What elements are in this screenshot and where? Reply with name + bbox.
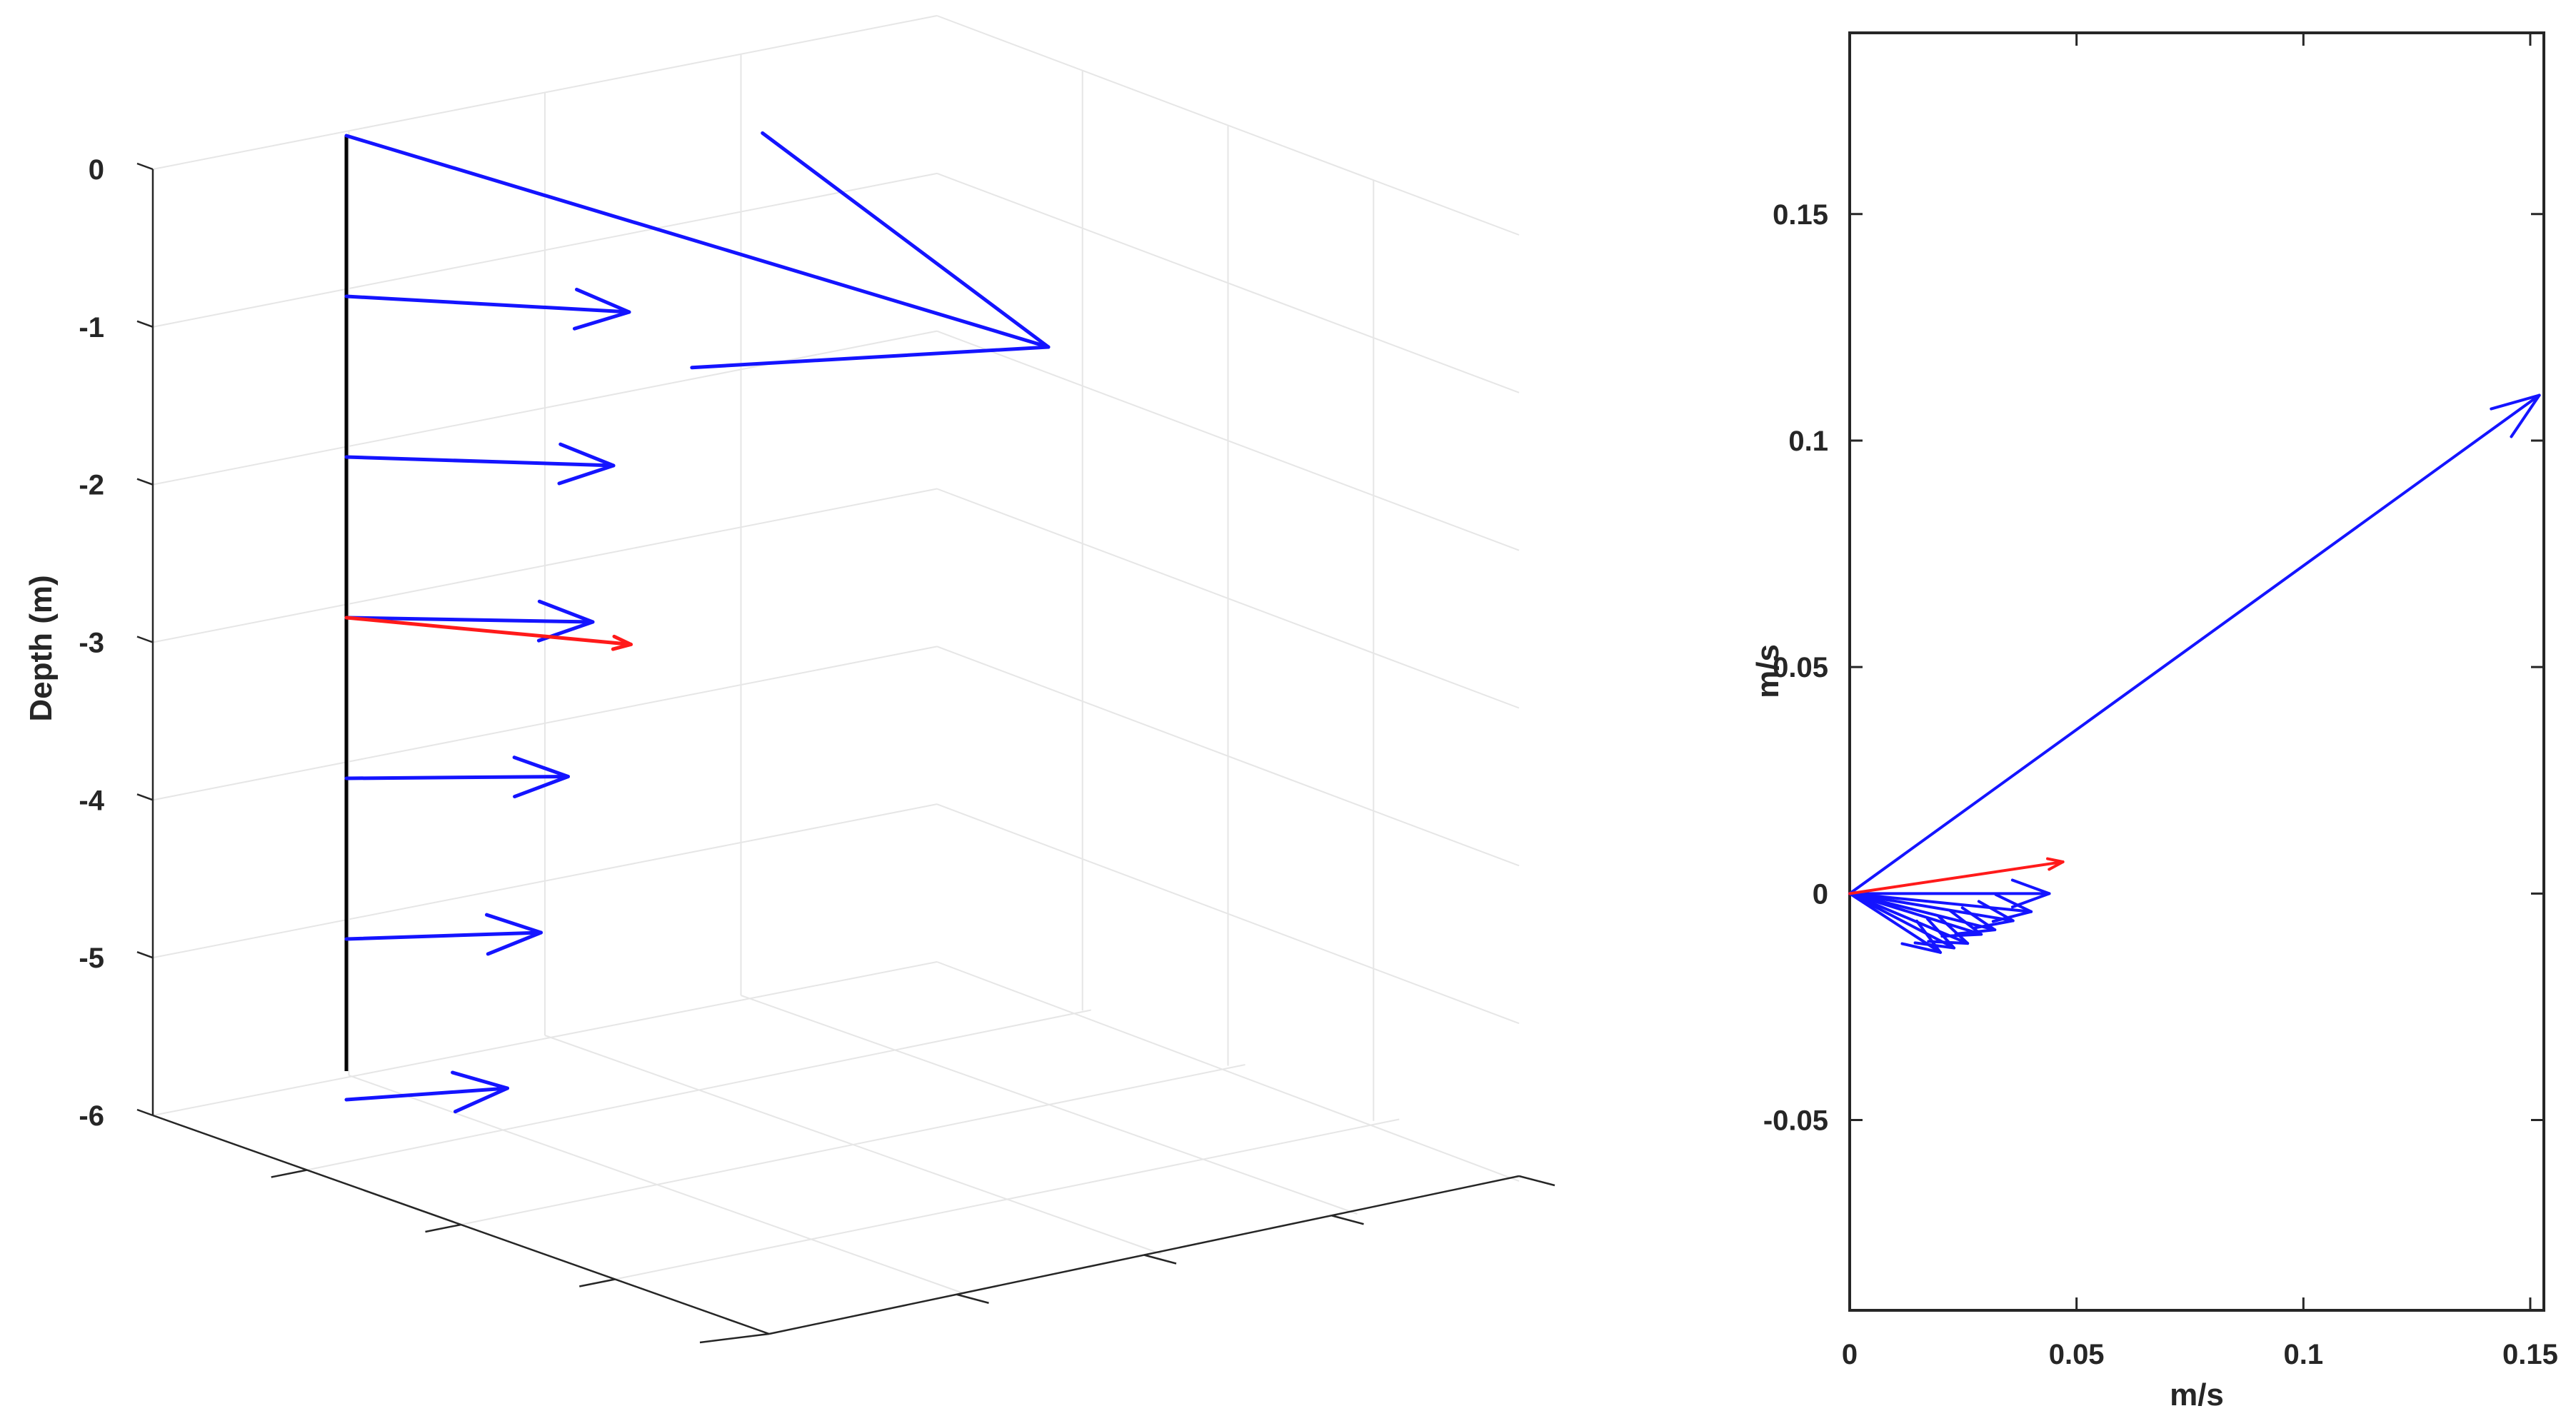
y-tick-mark (1143, 1254, 1177, 1265)
gridline-floor-b (461, 1064, 1246, 1225)
y-tick-labels: -0.05 0 0.05 0.1 0.15 (1763, 199, 1828, 1137)
mean-velocity-arrowhead (611, 634, 633, 651)
y-tick-label: 0.05 (1773, 652, 1828, 683)
z-tick-mark (136, 478, 154, 486)
y-tick-label: -0.05 (1763, 1105, 1828, 1137)
velocity-vector (344, 616, 595, 624)
x-tick-mark (271, 1169, 307, 1178)
z-tick-label: -2 (79, 470, 104, 501)
x-tick-mark (425, 1223, 461, 1233)
x-tick-mark (699, 1332, 770, 1344)
x-tick-label: 0 (1842, 1339, 1858, 1370)
z-tick-mark (136, 950, 154, 959)
velocity-vector (344, 775, 570, 780)
velocity-arrowhead (451, 1070, 509, 1114)
y-tick-mark (1518, 1175, 1555, 1187)
z-tick-mark (136, 793, 154, 801)
3d-grid (152, 15, 1520, 1295)
y-tick-label: 0.15 (1773, 199, 1828, 231)
2d-velocity-vectors (1848, 393, 2541, 954)
z-tick-mark (136, 636, 154, 643)
velocity-vector (344, 294, 631, 314)
velocity-arrowhead (572, 287, 631, 331)
mean-velocity-arrowhead (2046, 857, 2065, 871)
mean-velocity-vector (1848, 860, 2065, 895)
y-tick-label: 0.1 (1788, 426, 1828, 457)
z-tick-mark (136, 320, 154, 328)
z-tick-label: -3 (79, 628, 104, 659)
x-tick-mark (579, 1278, 616, 1287)
z-tick-label: -6 (79, 1100, 104, 1132)
velocity-vector (1848, 393, 2541, 895)
velocity-arrowhead (536, 599, 595, 643)
velocity-arrowhead (557, 442, 616, 486)
velocity-vector (344, 930, 543, 941)
velocity-vector (1848, 892, 1970, 945)
velocity-arrowhead (484, 913, 543, 956)
velocity-vector (344, 1086, 509, 1102)
velocity-arrowhead (2010, 878, 2051, 909)
x-tick-labels: 0 0.05 0.1 0.15 (1842, 1339, 2558, 1370)
3d-quiver-chart: 0 -1 -2 -3 -4 -5 -6 Depth (m) (24, 15, 1555, 1344)
velocity-vector (1848, 892, 1943, 954)
z-axis-label: Depth (m) (24, 575, 59, 721)
y-tick-mark (1331, 1215, 1364, 1225)
gridline-floor-b (615, 1118, 1400, 1280)
z-tick-labels: 0 -1 -2 -3 -4 -5 -6 (79, 154, 104, 1132)
2d-tick-marks (1848, 33, 2544, 1310)
y-tick-mark (956, 1293, 989, 1304)
x-tick-label: 0.05 (2049, 1339, 2105, 1370)
velocity-vector (344, 134, 1051, 349)
velocity-vector (344, 455, 616, 468)
velocity-arrowhead (1954, 906, 1997, 935)
z-tick-mark (136, 1108, 154, 1117)
x-tick-label: 0.15 (2502, 1339, 2558, 1370)
gridline-z-left-wall (152, 961, 938, 1116)
velocity-vector (1848, 892, 1956, 950)
velocity-vector (1848, 892, 1983, 936)
velocity-vector (1848, 892, 2033, 913)
gridline-z-right-wall (936, 961, 1520, 1182)
velocity-arrowhead (512, 755, 570, 799)
z-tick-label: -5 (79, 943, 104, 974)
x-axis-label: m/s (2170, 1377, 2224, 1412)
z-tick-label: -1 (79, 312, 104, 343)
3d-tick-marks (136, 162, 1555, 1344)
y-tick-label: 0 (1813, 878, 1828, 910)
velocity-arrowhead (690, 131, 1051, 370)
velocity-arrowhead (1940, 909, 1983, 938)
plot-frame (1848, 31, 2545, 1312)
y-axis-label: m/s (1750, 644, 1785, 698)
z-tick-mark (136, 162, 154, 171)
x-tick-label: 0.1 (2283, 1339, 2323, 1370)
mean-velocity-vector (344, 616, 633, 646)
velocity-arrowhead (2490, 393, 2541, 438)
gridline-floor-a (741, 995, 1358, 1215)
velocity-vector (1848, 892, 2015, 923)
z-tick-label: -4 (79, 785, 104, 816)
velocity-arrowhead (1900, 919, 1943, 954)
2d-axes-frame (1848, 31, 2545, 1312)
3d-velocity-vectors (344, 131, 1051, 1114)
2d-quiver-chart: 0 0.05 0.1 0.15 -0.05 0 0.05 0.1 0.15 m/s m/s (1750, 31, 2558, 1412)
z-tick-label: 0 (89, 154, 104, 186)
